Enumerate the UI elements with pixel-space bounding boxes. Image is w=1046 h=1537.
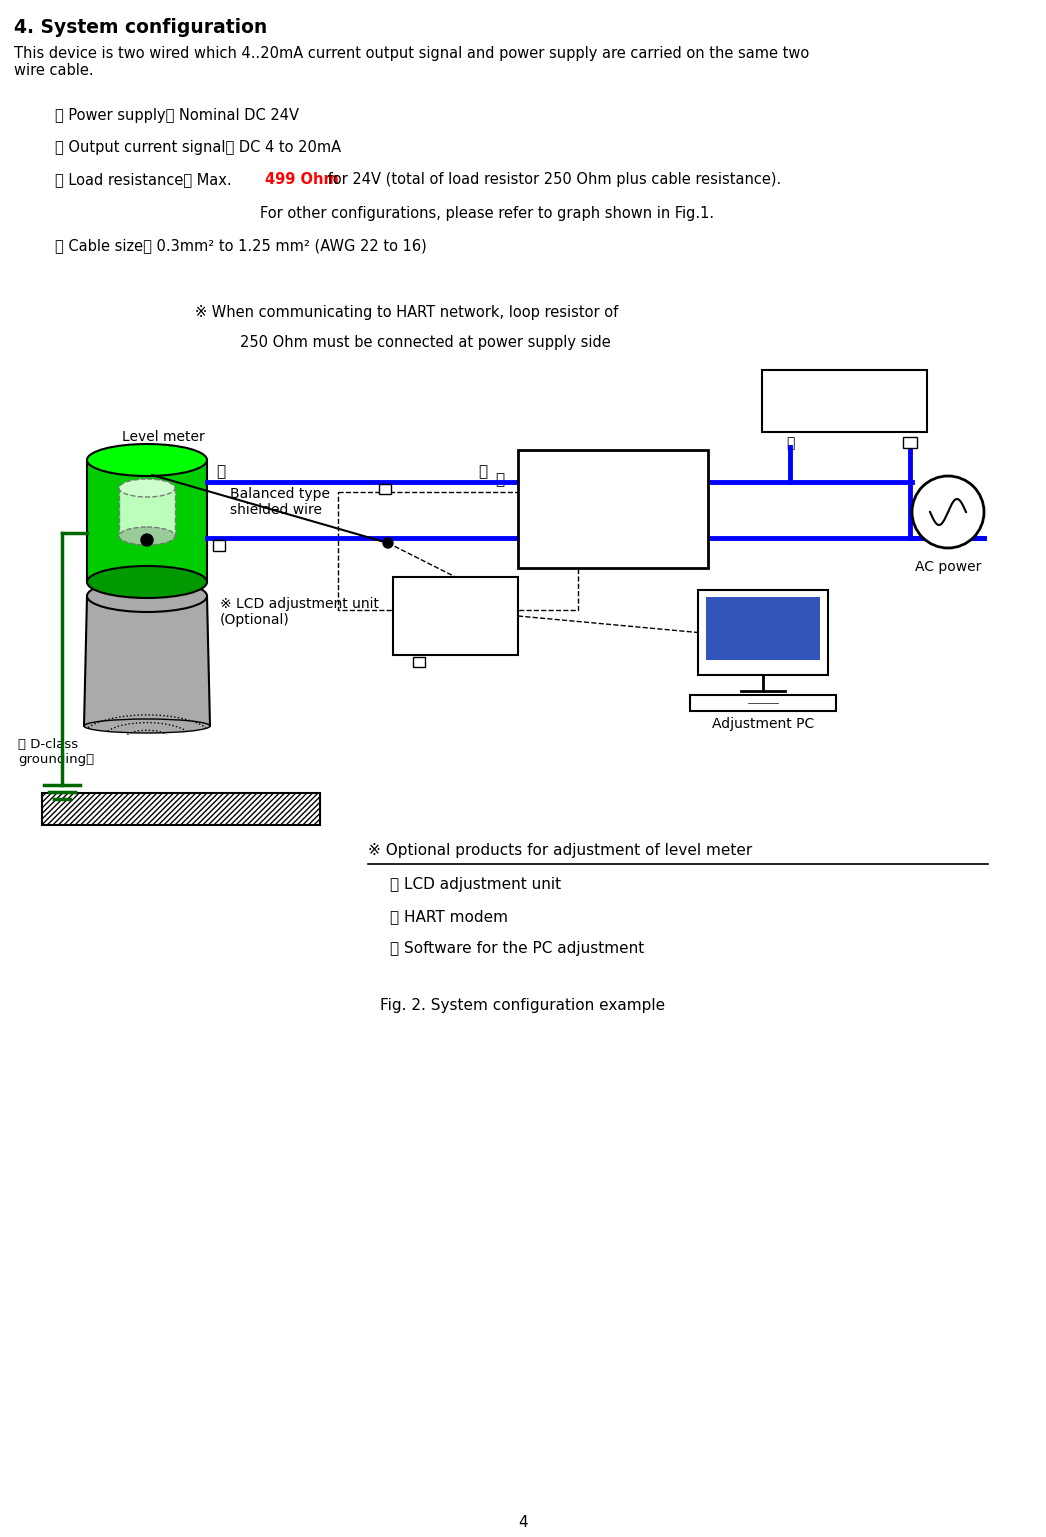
Ellipse shape (119, 480, 175, 496)
Text: －: － (478, 464, 487, 480)
Bar (413, 656, 425, 667)
Text: ・ Software for the PC adjustment: ・ Software for the PC adjustment (390, 941, 644, 956)
Ellipse shape (87, 444, 207, 476)
Text: This device is two wired which 4..20mA current output signal and power supply ar: This device is two wired which 4..20mA c… (14, 46, 810, 78)
Bar (761, 370, 927, 432)
Bar (379, 484, 391, 493)
Text: DC24V
Loop power
supply: DC24V Loop power supply (568, 484, 658, 533)
Polygon shape (87, 460, 207, 583)
Text: ・ Cable size： 0.3mm² to 1.25 mm² (AWG 22 to 16): ・ Cable size： 0.3mm² to 1.25 mm² (AWG 22… (55, 238, 427, 254)
Text: 4: 4 (518, 1515, 528, 1529)
Bar (338, 492, 578, 610)
Ellipse shape (84, 719, 210, 733)
Text: for 24V (total of load resistor 250 Ohm plus cable resistance).: for 24V (total of load resistor 250 Ohm … (323, 172, 781, 188)
Bar (518, 450, 708, 569)
Bar (393, 576, 518, 655)
Text: 250 Ohm must be connected at power supply side: 250 Ohm must be connected at power suppl… (240, 335, 611, 350)
Bar (690, 695, 836, 712)
Text: 499 Ohm: 499 Ohm (265, 172, 339, 188)
Ellipse shape (119, 527, 175, 546)
Text: Ammeter
DC4 to 20mA: Ammeter DC4 to 20mA (798, 386, 891, 417)
Text: ※ LCD adjustment unit
(Optional): ※ LCD adjustment unit (Optional) (220, 596, 379, 627)
Text: ・ HART modem: ・ HART modem (390, 908, 508, 924)
Text: Balanced type
shielded wire: Balanced type shielded wire (230, 487, 329, 516)
Text: －: － (496, 472, 504, 487)
Circle shape (383, 538, 393, 549)
Polygon shape (119, 489, 175, 536)
Polygon shape (84, 596, 210, 725)
Text: ・ Output current signal： DC 4 to 20mA: ・ Output current signal： DC 4 to 20mA (55, 140, 341, 155)
Text: Fig. 2. System configuration example: Fig. 2. System configuration example (381, 998, 665, 1013)
Text: grounding：: grounding： (18, 753, 94, 765)
Ellipse shape (87, 579, 207, 612)
Text: ・ Load resistance： Max.: ・ Load resistance： Max. (55, 172, 236, 188)
Circle shape (141, 533, 153, 546)
Text: Adjustment PC: Adjustment PC (712, 716, 814, 732)
Bar (42, 793, 320, 825)
Bar (213, 539, 225, 550)
Text: ・ D-class: ・ D-class (18, 738, 78, 752)
Text: AC power: AC power (915, 559, 981, 573)
Bar (706, 596, 820, 659)
Circle shape (912, 476, 984, 549)
Text: －: － (786, 437, 794, 450)
Text: ※ When communicating to HART network, loop resistor of: ※ When communicating to HART network, lo… (195, 304, 618, 320)
Text: ・ Power supply： Nominal DC 24V: ・ Power supply： Nominal DC 24V (55, 108, 299, 123)
Text: ※ Optional products for adjustment of level meter: ※ Optional products for adjustment of le… (368, 842, 752, 858)
Text: Level meter: Level meter (122, 430, 205, 444)
Ellipse shape (87, 566, 207, 598)
Bar (903, 437, 917, 447)
Text: ・ LCD adjustment unit: ・ LCD adjustment unit (390, 878, 561, 891)
Text: 4. System configuration: 4. System configuration (14, 18, 267, 37)
Text: For other configurations, please refer to graph shown in Fig.1.: For other configurations, please refer t… (260, 206, 714, 221)
Bar (698, 590, 828, 675)
Text: HART
modem: HART modem (427, 599, 484, 632)
Text: －: － (217, 464, 226, 480)
